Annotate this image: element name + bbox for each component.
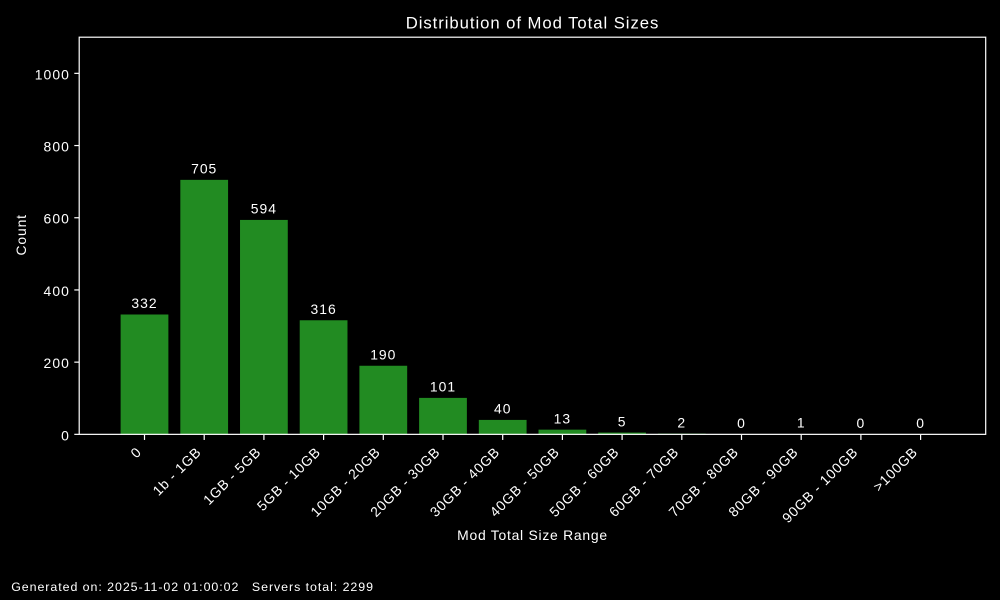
svg-text:1000: 1000 <box>35 66 70 82</box>
svg-text:594: 594 <box>251 201 277 217</box>
svg-text:1: 1 <box>797 415 806 431</box>
svg-text:40: 40 <box>494 401 511 417</box>
svg-text:0: 0 <box>737 415 746 431</box>
svg-text:200: 200 <box>44 355 70 371</box>
svg-text:316: 316 <box>311 301 337 317</box>
svg-text:Mod Total Size Range: Mod Total Size Range <box>457 527 608 543</box>
svg-text:Generated on: 2025-11-02 01:00: Generated on: 2025-11-02 01:00:02 <box>11 580 239 594</box>
svg-text:Count: Count <box>13 214 29 255</box>
svg-text:800: 800 <box>44 138 70 154</box>
svg-text:600: 600 <box>44 211 70 227</box>
svg-text:13: 13 <box>554 410 571 426</box>
svg-text:400: 400 <box>44 283 70 299</box>
svg-text:705: 705 <box>191 161 217 177</box>
svg-text:0: 0 <box>916 415 925 431</box>
svg-text:101: 101 <box>430 379 456 395</box>
svg-text:332: 332 <box>131 295 157 311</box>
svg-text:Distribution of Mod Total Size: Distribution of Mod Total Sizes <box>406 14 660 33</box>
svg-text:2: 2 <box>677 414 686 430</box>
svg-text:0: 0 <box>857 415 866 431</box>
svg-text:0: 0 <box>61 427 70 443</box>
svg-text:5: 5 <box>618 413 627 429</box>
svg-text:Servers total: 2299: Servers total: 2299 <box>252 580 374 594</box>
svg-text:190: 190 <box>370 346 396 362</box>
